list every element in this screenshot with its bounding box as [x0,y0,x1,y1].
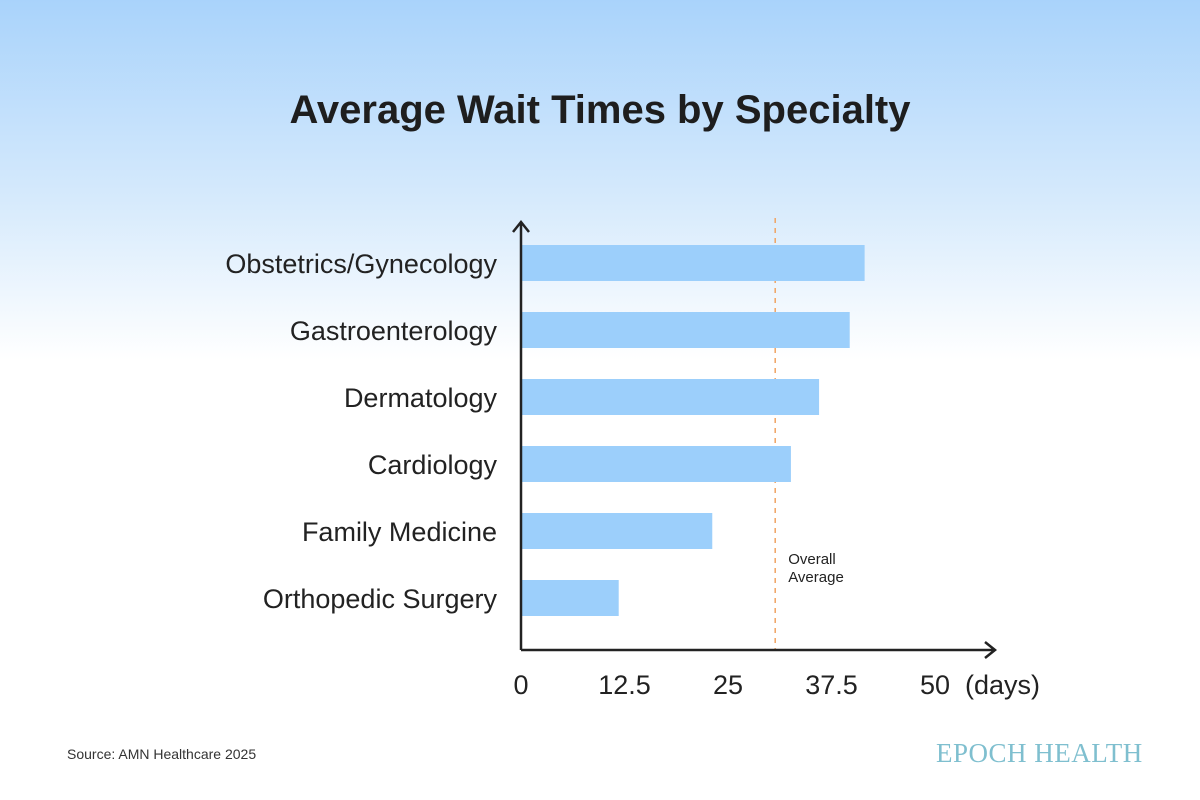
chart-title: Average Wait Times by Specialty [289,88,911,132]
x-axis-unit-label: (days) [965,670,1040,700]
category-label: Family Medicine [302,517,497,547]
category-label: Gastroenterology [290,316,498,346]
x-tick-label: 37.5 [805,670,858,700]
y-axis-arrow [512,219,530,650]
category-label: Orthopedic Surgery [263,584,498,614]
x-tick-label: 12.5 [598,670,651,700]
average-label-line1: Overall [788,551,836,568]
bar [521,580,619,616]
category-label: Dermatology [344,383,498,413]
category-label: Obstetrics/Gynecology [225,249,497,279]
x-tick-label: 25 [713,670,743,700]
x-tick-label: 50 [920,670,950,700]
epoch-health-logo: EPOCH HEALTH [936,738,1143,768]
average-label-line2: Average [788,569,844,586]
category-label: Cardiology [368,450,498,480]
bar [521,446,791,482]
x-tick-label: 0 [513,670,528,700]
bar [521,245,865,281]
source-note: Source: AMN Healthcare 2025 [67,746,257,762]
x-axis-arrow [521,641,998,659]
bar [521,513,713,549]
bar [521,379,820,415]
bar [521,312,850,348]
